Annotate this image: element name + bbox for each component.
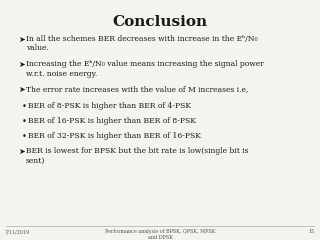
Text: BER of 16-PSK is higher than BER of 8-PSK: BER of 16-PSK is higher than BER of 8-PS… xyxy=(28,117,196,125)
Text: ➤: ➤ xyxy=(18,147,25,156)
Text: •: • xyxy=(22,132,27,141)
Text: ➤: ➤ xyxy=(18,35,25,44)
Text: Increasing the Eᵇ/N₀ value means increasing the signal power
w.r.t. noise energy: Increasing the Eᵇ/N₀ value means increas… xyxy=(26,60,264,78)
Text: BER is lowest for BPSK but the bit rate is low(single bit is
sent): BER is lowest for BPSK but the bit rate … xyxy=(26,147,249,164)
Text: •: • xyxy=(22,102,27,111)
Text: BER of 8-PSK is higher than BER of 4-PSK: BER of 8-PSK is higher than BER of 4-PSK xyxy=(28,102,191,110)
Text: ➤: ➤ xyxy=(18,60,25,69)
Text: In all the schemes BER decreases with increase in the Eᵇ/N₀
value.: In all the schemes BER decreases with in… xyxy=(26,35,258,53)
Text: 15: 15 xyxy=(309,229,315,234)
Text: Performance analysis of BPSK, QPSK, MPSK
and DPSK: Performance analysis of BPSK, QPSK, MPSK… xyxy=(105,229,215,240)
Text: Conclusion: Conclusion xyxy=(112,15,208,29)
Text: ➤: ➤ xyxy=(18,85,25,94)
Text: The error rate increases with the value of M increases i.e,: The error rate increases with the value … xyxy=(26,85,248,93)
Text: •: • xyxy=(22,117,27,126)
Text: 7/11/2019: 7/11/2019 xyxy=(5,229,30,234)
Text: BER of 32-PSK is higher than BER of 16-PSK: BER of 32-PSK is higher than BER of 16-P… xyxy=(28,132,201,140)
